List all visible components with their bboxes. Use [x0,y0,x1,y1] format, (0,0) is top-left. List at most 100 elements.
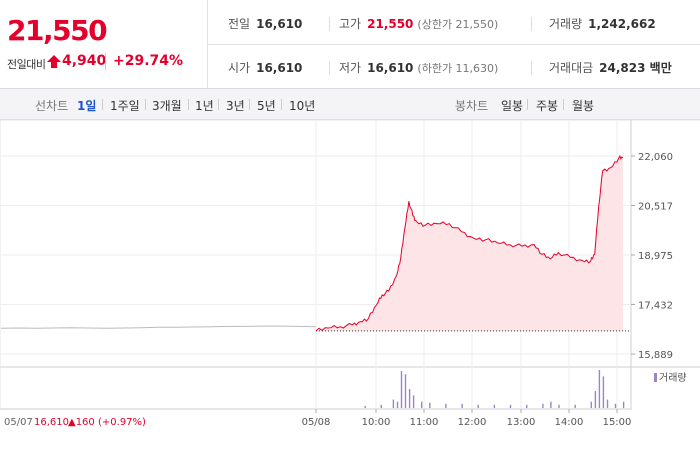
y-tick-label: 18,975 [638,251,673,262]
volume-bar [550,401,552,408]
volume-bar [606,399,609,408]
quote-header: 21,550 전일대비 4,940 +29.74% 전일 16,610 고가 21,… [0,0,700,89]
tab-weekly-candle[interactable]: 주봉 [536,99,559,113]
volume-bar [602,376,605,408]
prev-day-series [0,325,317,329]
tab-daily-candle[interactable]: 일봉 [501,99,524,113]
x-tick-label: 12:00 [458,417,487,428]
stat-value: 16,610 [367,61,414,75]
divider [329,17,330,31]
tab-5year[interactable]: 5년 [257,99,276,113]
stat-value: 21,550 [367,17,414,31]
volume-bar [622,401,625,408]
tab-1day[interactable]: 1일 [77,99,97,113]
divider [145,99,146,110]
volume-bar [429,402,431,408]
diff-percent: +29.74% [113,53,184,69]
volume-bar [509,404,512,408]
volume-bar [421,401,423,408]
price-area [316,156,623,331]
volume-bar [477,404,479,408]
volume-bar [408,389,411,408]
volume-legend-swatch [654,373,657,382]
tab-monthly-candle[interactable]: 월봉 [572,99,595,113]
volume-bar [590,401,592,408]
stat-open: 시가 16,610 [228,59,302,76]
volume-bar [614,403,617,408]
divider [105,53,106,70]
divider [188,99,189,110]
volume-bar [364,405,366,408]
volume-bar [380,404,382,408]
divider [281,99,282,110]
divider [563,99,564,110]
today-series [315,154,624,332]
diff-label: 전일대비 [7,58,46,71]
prev-close-note-pct: (+0.97%) [98,417,146,428]
volume-bar [594,391,597,408]
x-tick-label: 14:00 [555,417,584,428]
volume-bar [542,403,544,408]
volume-bar [396,401,399,408]
prev-close-note-change: ▲160 [68,417,95,428]
stat-label: 저가 [339,61,362,75]
volume-bar [445,403,447,408]
stat-label: 전일 [228,17,251,31]
volume-bar [400,371,403,408]
arrow-up-icon [47,55,61,68]
divider [531,61,532,75]
volume-bar [574,404,576,408]
divider [208,44,700,45]
x-tick-label: 13:00 [507,417,536,428]
tab-3month[interactable]: 3개월 [152,99,182,113]
volume-bar [461,403,463,408]
prev-day-date: 05/07 [4,417,33,428]
volume-bar [392,399,395,408]
y-tick-label: 20,517 [638,202,673,213]
price-summary: 21,550 전일대비 4,940 +29.74% [0,0,208,88]
x-tick-label: 15:00 [603,417,632,428]
tab-3year[interactable]: 3년 [226,99,245,113]
prev-close-note-price: 16,610 [34,417,69,428]
current-price: 21,550 [7,14,108,47]
y-tick-label: 22,060 [638,152,673,163]
divider [527,99,528,110]
divider [102,99,103,110]
stat-trade-amount: 거래대금 24,823 백만 [549,59,672,76]
volume-bar [526,404,528,408]
volume-bar [493,404,496,408]
stat-value: 24,823 백만 [599,61,672,75]
volume-legend: 거래량 [659,372,687,384]
stat-label: 시가 [228,61,251,75]
x-tick-label: 11:00 [410,417,439,428]
stat-value: 16,610 [256,17,303,31]
stat-label: 거래대금 [549,61,594,75]
chart-tab-bar: 선차트 1일 1주일 3개월 1년 3년 5년 10년 봉차트 일봉 주봉 월봉 [0,89,700,120]
divider [249,99,250,110]
divider [329,61,330,75]
volume-bar [412,395,415,408]
price-chart[interactable]: 22,060 20,517 18,975 17,432 15,889 05/08 10:0… [0,120,700,450]
diff-value: 4,940 [62,53,107,69]
y-tick-label: 15,889 [638,350,673,361]
volume-bar [558,404,560,408]
x-tick-label: 10:00 [362,417,391,428]
y-tick-label: 17,432 [638,300,673,311]
tab-1week[interactable]: 1주일 [110,99,140,113]
tab-1year[interactable]: 1년 [195,99,214,113]
line-chart-label: 선차트 [35,99,69,113]
candle-chart-label: 봉차트 [455,99,489,113]
stat-low: 저가 16,610 (하한가 11,630) [339,59,498,76]
stat-sub: (상한가 21,550) [417,18,499,31]
stat-label: 고가 [339,17,362,31]
stat-prev-close: 전일 16,610 [228,15,302,32]
stat-volume: 거래량 1,242,662 [549,15,656,32]
stat-sub: (하한가 11,630) [417,62,499,75]
x-tick-label: 05/08 [302,417,331,428]
divider [218,99,219,110]
stat-high: 고가 21,550 (상한가 21,550) [339,15,498,32]
volume-bar [404,374,407,408]
divider [531,17,532,31]
stat-label: 거래량 [549,17,583,31]
tab-10year[interactable]: 10년 [289,99,316,113]
